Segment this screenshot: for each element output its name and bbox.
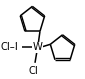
Text: Cl–: Cl– <box>0 42 15 52</box>
Text: Cl: Cl <box>9 42 18 52</box>
Text: Cl: Cl <box>29 66 38 76</box>
Text: W: W <box>33 42 43 52</box>
